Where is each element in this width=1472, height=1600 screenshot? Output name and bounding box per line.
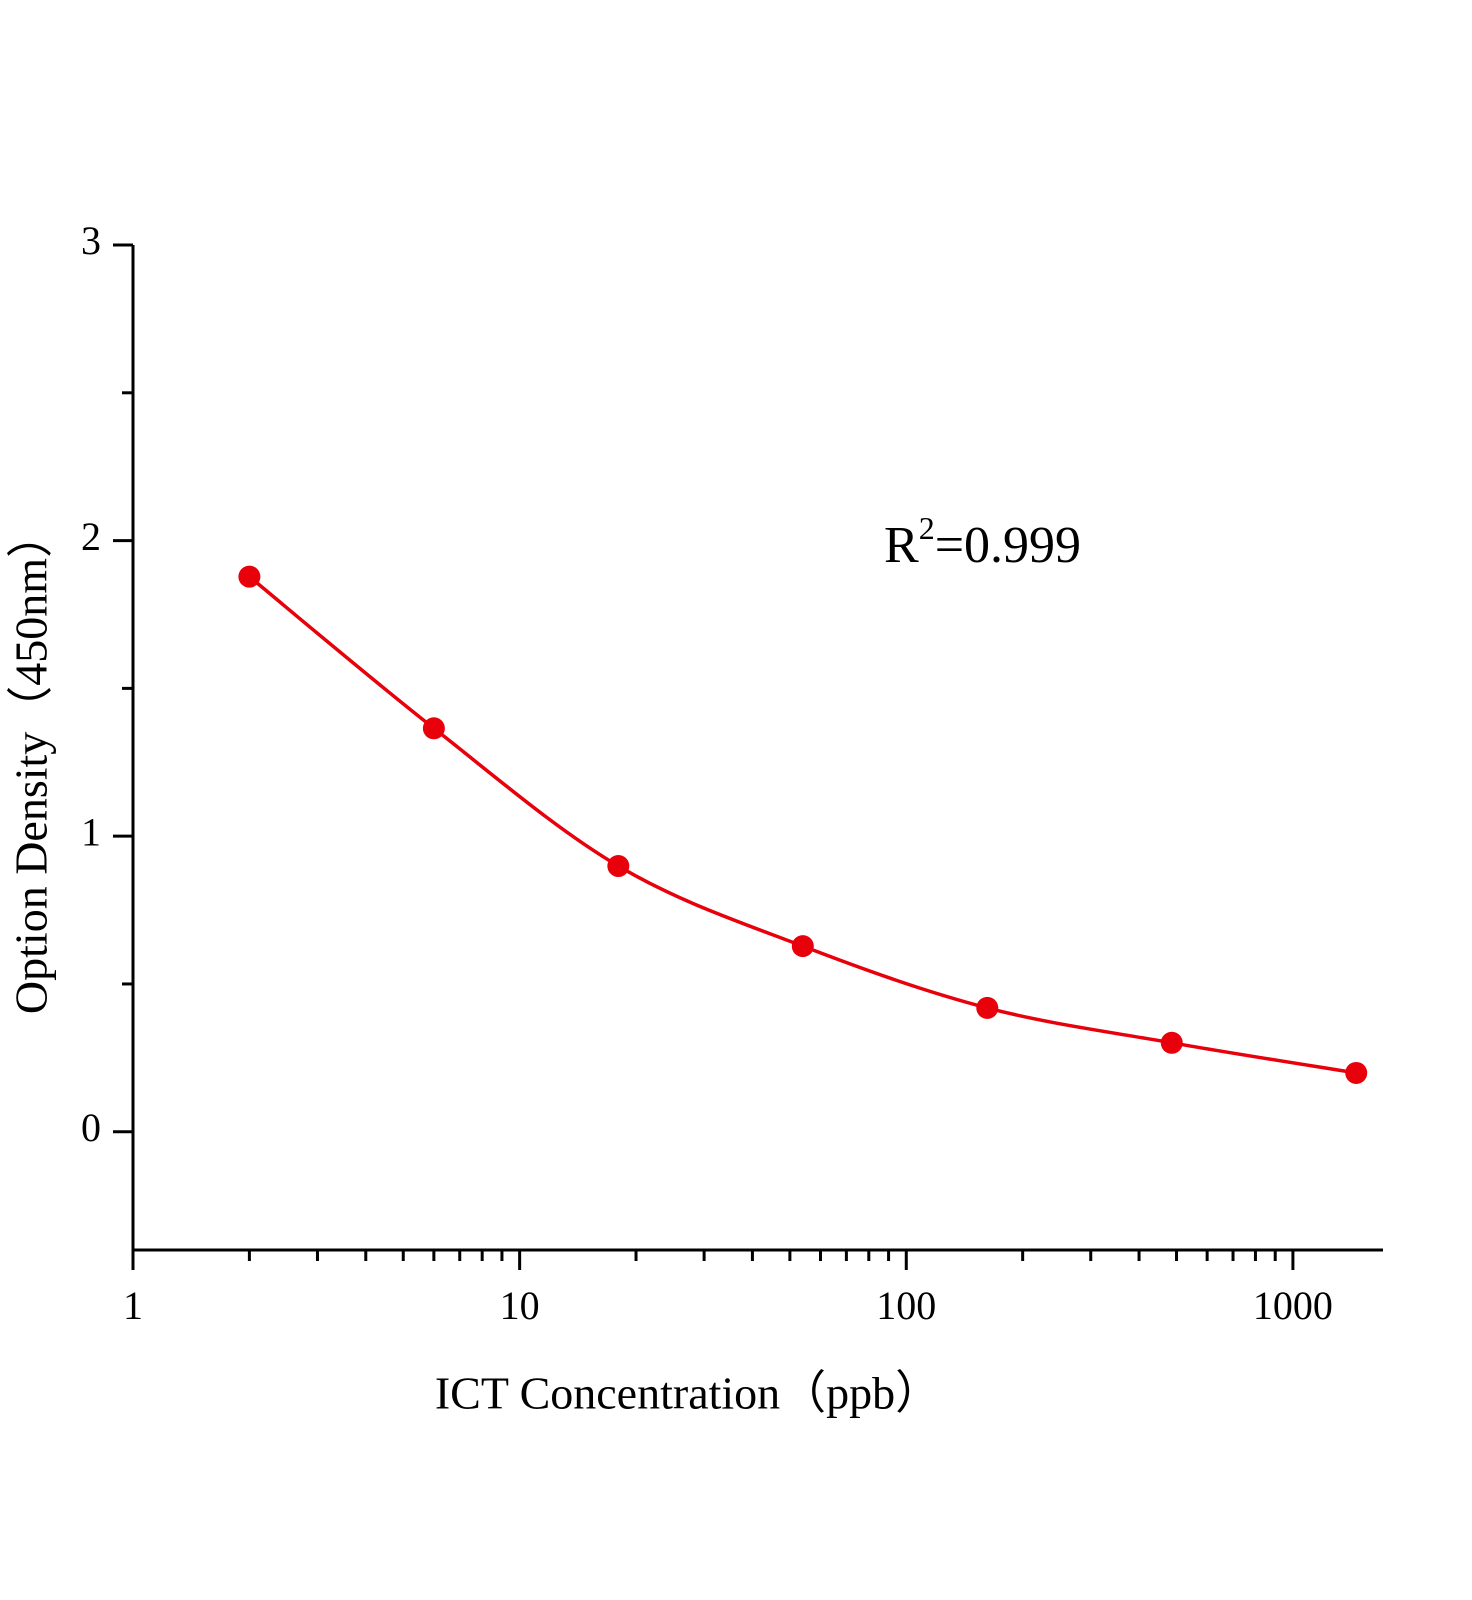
x-tick-label: 100 [876,1283,936,1328]
data-point [976,996,999,1019]
annotation: R2=0.999 [884,510,1081,574]
annotation-base: R [884,517,919,574]
data-point [791,935,814,958]
y-axis-label: Option Density（450nm） [6,512,57,1014]
data-point [1160,1031,1183,1054]
x-tick-label: 10 [500,1283,540,1328]
data-point [1345,1061,1368,1084]
x-axis-label: ICT Concentration（ppb） [435,1368,941,1419]
x-tick-label: 1000 [1253,1283,1333,1328]
data-point [607,855,630,878]
y-tick-label: 2 [81,514,101,559]
annotation-superscript: 2 [919,510,935,546]
fit-line [248,575,1357,1075]
data-point [422,717,445,740]
x-tick-label: 1 [123,1283,143,1328]
annotation-text: =0.999 [935,517,1081,574]
y-tick-label: 0 [81,1105,101,1150]
y-tick-label: 3 [81,218,101,263]
data-point [238,565,261,588]
y-tick-label: 1 [81,809,101,854]
